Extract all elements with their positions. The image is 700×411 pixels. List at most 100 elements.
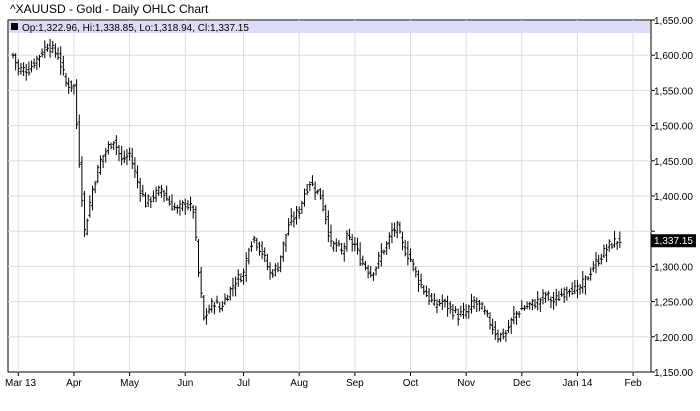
ohlc-bar xyxy=(528,301,532,310)
ohlc-bar xyxy=(485,309,489,318)
ohlc-bar xyxy=(112,141,116,150)
ohlc-bar xyxy=(562,287,566,303)
low-value: 1,318.94 xyxy=(153,23,192,34)
ohlc-bar xyxy=(345,230,349,252)
ohlc-bar xyxy=(32,58,36,69)
ohlc-bar xyxy=(472,295,476,310)
ohlc-bar xyxy=(85,218,89,236)
ohlc-bar xyxy=(157,185,161,196)
ohlc-bar xyxy=(149,196,153,209)
ohlc-bar xyxy=(194,205,198,241)
ohlc-bar xyxy=(51,40,55,54)
ohlc-bar xyxy=(530,299,534,311)
ohlc-bar xyxy=(144,192,147,208)
x-tick-label: Jun xyxy=(177,378,193,389)
ohlc-bar xyxy=(202,294,206,321)
x-tick-label: Apr xyxy=(66,378,82,389)
y-tick-label: 1,550.00 xyxy=(654,86,693,97)
ohlc-bar xyxy=(220,301,224,312)
ohlc-bar xyxy=(597,254,601,267)
ohlc-bar xyxy=(512,306,516,325)
ohlc-bar xyxy=(260,241,264,260)
ohlc-bar xyxy=(477,299,481,312)
info-band xyxy=(9,21,650,33)
ohlc-bar xyxy=(504,329,508,342)
ohlc-bar xyxy=(406,240,410,266)
ohlc-bar xyxy=(101,154,105,169)
ohlc-bar xyxy=(560,288,564,297)
x-tick-label: Nov xyxy=(457,378,475,389)
ohlc-bar xyxy=(395,220,399,239)
ohlc-bar xyxy=(273,263,277,277)
ohlc-bar xyxy=(69,80,73,92)
ohlc-bar xyxy=(427,288,431,306)
ohlc-bar xyxy=(40,48,44,58)
ohlc-bar xyxy=(210,298,214,313)
ohlc-bar xyxy=(239,273,243,283)
ohlc-bar xyxy=(456,308,460,326)
ohlc-bar xyxy=(45,43,49,52)
ohlc-bar xyxy=(146,194,150,208)
ohlc-bar xyxy=(589,267,593,281)
ohlc-bar xyxy=(480,301,484,310)
ohlc-bar xyxy=(594,251,598,274)
ohlc-bar xyxy=(128,147,132,161)
ohlc-bar xyxy=(242,268,246,285)
y-tick-label: 1,650.00 xyxy=(654,16,693,27)
ohlc-bar xyxy=(122,150,126,164)
close-label: Cl: xyxy=(198,23,210,34)
ohlc-bar xyxy=(337,240,341,247)
ohlc-bar xyxy=(552,292,556,310)
ohlc-bar xyxy=(287,218,291,236)
ohlc-bar xyxy=(133,157,137,178)
ohlc-bar xyxy=(38,54,41,68)
ohlc-bar xyxy=(35,55,39,71)
ohlc-bar xyxy=(342,242,346,262)
ohlc-bar xyxy=(22,62,26,77)
ohlc-bar xyxy=(268,262,272,280)
x-tick-label: Mar 13 xyxy=(5,378,37,389)
ohlc-bar xyxy=(16,59,20,76)
ohlc-bars xyxy=(11,38,622,343)
ohlc-bar xyxy=(422,285,426,295)
ohlc-bar xyxy=(191,204,195,219)
ohlc-bar xyxy=(549,296,553,309)
ohlc-bar xyxy=(578,283,582,295)
last-price-box xyxy=(651,234,696,248)
ohlc-bar xyxy=(329,224,333,247)
ohlc-bar xyxy=(257,241,261,256)
ohlc-bar xyxy=(236,269,240,287)
ohlc-bar xyxy=(377,251,381,269)
ohlc-bar xyxy=(109,142,113,150)
ohlc-bar xyxy=(136,165,140,189)
low-label: Lo: xyxy=(139,23,153,34)
ohlc-bar xyxy=(565,286,569,301)
ohlc-bar xyxy=(199,266,203,299)
ohlc-bar xyxy=(491,318,495,335)
ohlc-bar xyxy=(64,72,68,87)
ohlc-bar xyxy=(340,242,344,255)
ohlc-bar xyxy=(353,236,357,252)
ohlc-bar xyxy=(451,304,455,320)
ohlc-bar xyxy=(401,231,405,251)
ohlc-bar xyxy=(430,293,434,303)
ohlc-bar xyxy=(303,188,306,207)
ohlc-bar xyxy=(525,301,529,310)
ohlc-bar xyxy=(536,291,540,311)
ohlc-bar xyxy=(318,188,322,200)
ohlc-bar xyxy=(56,47,60,60)
ohlc-bar xyxy=(358,242,362,267)
x-tick-label: Oct xyxy=(403,378,419,389)
ohlc-bar xyxy=(419,273,423,289)
ohlc-bar xyxy=(573,279,577,295)
ohlc-bar xyxy=(292,211,296,228)
ohlc-bar xyxy=(197,239,200,278)
ohlc-bar xyxy=(80,156,84,208)
ohlc-bar xyxy=(281,241,285,262)
ohlc-bar xyxy=(581,271,585,294)
ohlc-bar xyxy=(295,205,299,225)
ohlc-bar xyxy=(496,329,500,343)
ohlc-bar xyxy=(48,38,52,58)
ohlc-bar xyxy=(546,290,550,301)
ohlc-bar xyxy=(96,164,100,184)
